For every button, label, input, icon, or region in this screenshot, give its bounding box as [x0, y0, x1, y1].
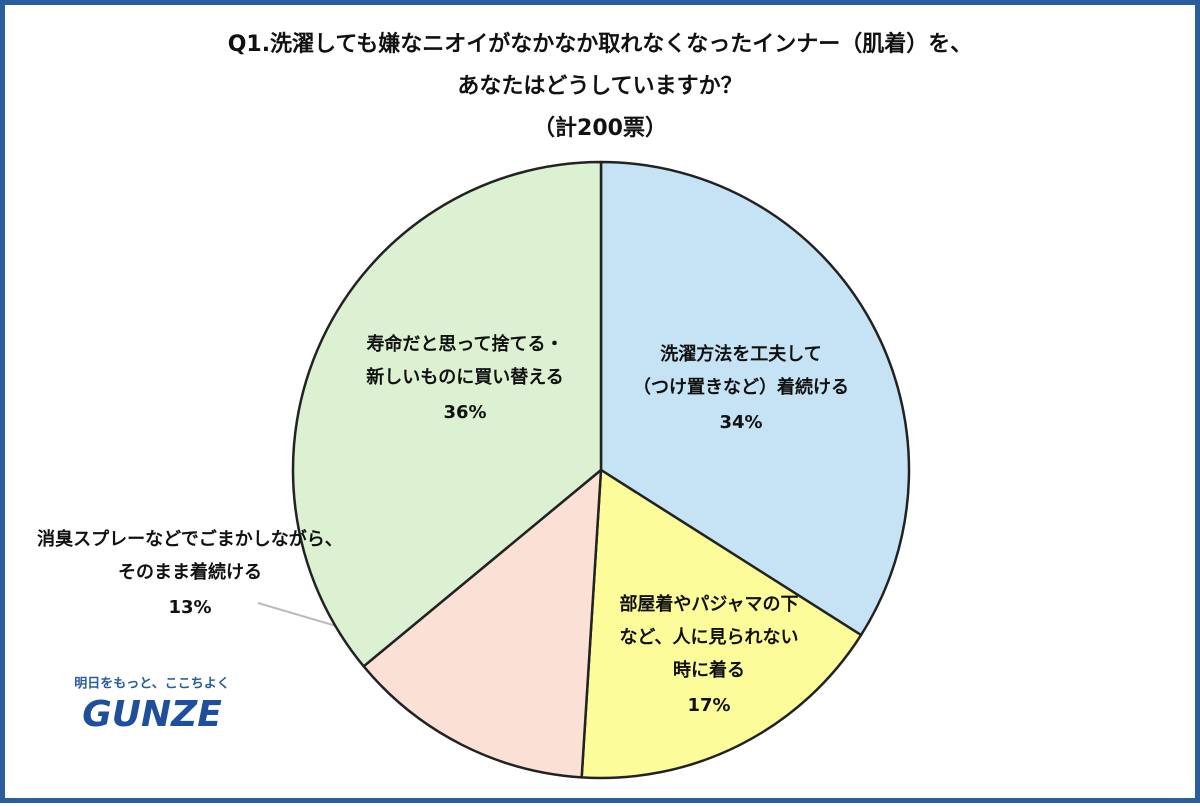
value-label: 34%	[719, 412, 762, 433]
slice-label: 新しいものに買い替える	[366, 366, 563, 388]
pie-slice	[362, 468, 603, 779]
slice-label: （つけ置きなど）着続ける	[633, 376, 849, 398]
slice-label: そのまま着続ける	[118, 561, 262, 583]
chart-subtitle: （計200票）	[533, 115, 667, 141]
slice-label: 部屋着やパジャマの下	[619, 593, 798, 615]
value-label: 13%	[168, 597, 211, 618]
pie-slice	[580, 468, 863, 780]
slice-label: 洗濯方法を工夫して	[660, 343, 821, 365]
slice-label: 寿命だと思って捨てる・	[366, 333, 563, 355]
pie	[291, 160, 911, 780]
pie-slice	[599, 160, 911, 637]
logo-brand: GUNZE	[82, 694, 222, 735]
pie-slice	[291, 160, 603, 668]
slice-label: 消臭スプレーなどでごまかしながら、	[37, 528, 343, 550]
slice-label: 時に着る	[673, 659, 745, 681]
slice-label: など、人に見られない	[619, 627, 798, 648]
chart-title: あなたはどうしていますか？	[457, 74, 742, 99]
chart-title: Q1.洗濯しても嫌なニオイがなかなか取れなくなったインナー（肌着）を、	[228, 31, 973, 57]
value-label: 36%	[443, 402, 486, 423]
logo-tagline: 明日をもっと、ここちよく	[74, 677, 229, 692]
value-label: 17%	[687, 695, 730, 716]
